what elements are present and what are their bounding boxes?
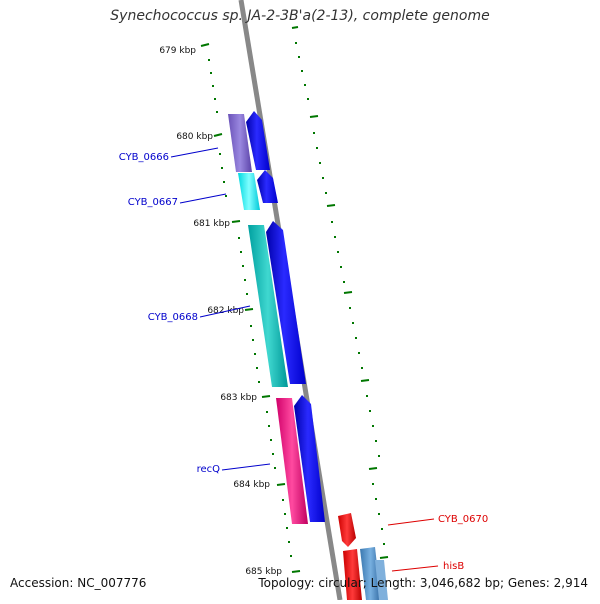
cds-arrow-4[interactable]	[294, 395, 325, 522]
gene-label-cyb0667[interactable]: CYB_0667	[128, 197, 178, 208]
topology-text: Topology: circular; Length: 3,046,682 bp…	[258, 576, 588, 590]
map-title: Synechococcus sp. JA-2-3B'a(2-13), compl…	[110, 8, 490, 24]
kbp-label-683: 683 kbp	[220, 393, 257, 403]
gene-label-recq[interactable]: recQ	[197, 464, 221, 475]
gene-label-cyb0668[interactable]: CYB_0668	[148, 312, 198, 323]
gene-label-cyb0670[interactable]: CYB_0670	[438, 514, 488, 525]
gene-cyb0666-box[interactable]	[228, 114, 252, 172]
gene-recq-box[interactable]	[276, 398, 308, 524]
gene-cyb0668-box[interactable]	[248, 225, 288, 387]
accession-text: Accession: NC_007776	[10, 576, 147, 590]
leader-recq	[221, 463, 271, 471]
kbp-label-684: 684 kbp	[233, 480, 270, 490]
kbp-label-679: 679 kbp	[159, 46, 196, 56]
gene-hisb-box[interactable]	[343, 549, 362, 600]
left-tick-track	[200, 43, 301, 573]
leader-cyb0666	[170, 147, 219, 158]
gene-steel-box-2[interactable]	[375, 560, 388, 600]
kbp-label-680: 680 kbp	[176, 132, 213, 142]
leader-hisb	[391, 565, 439, 572]
kbp-label-685: 685 kbp	[245, 567, 282, 577]
gene-label-hisb[interactable]: hisB	[443, 561, 464, 572]
right-tick-track	[291, 26, 389, 559]
leader-cyb0668	[199, 305, 251, 318]
kbp-label-681: 681 kbp	[193, 219, 230, 229]
leader-cyb0667	[179, 193, 227, 204]
cds-arrow-2[interactable]	[257, 170, 278, 203]
cds-arrow-3[interactable]	[266, 221, 306, 384]
cds-arrow-1[interactable]	[246, 111, 270, 170]
gene-label-cyb0666[interactable]: CYB_0666	[119, 152, 169, 163]
gene-cyb0667-box[interactable]	[238, 173, 260, 210]
gene-cyb0670-arrow[interactable]	[338, 513, 356, 547]
leader-cyb0670	[387, 518, 435, 526]
